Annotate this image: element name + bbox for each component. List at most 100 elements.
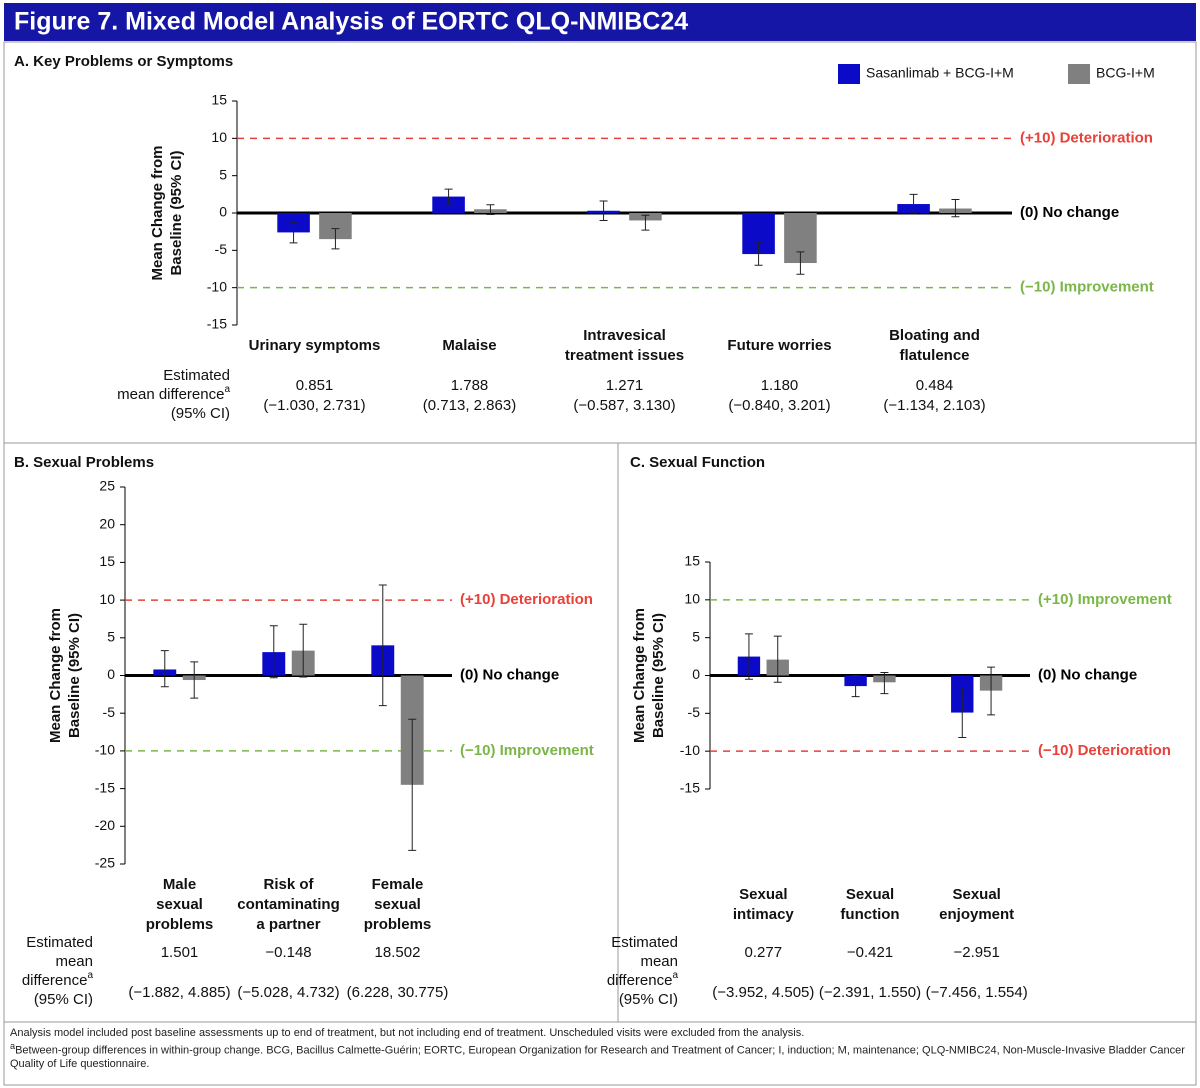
bar	[432, 196, 465, 213]
difference-label: Estimated	[611, 934, 678, 951]
difference-value: 0.484	[916, 377, 954, 394]
reference-label: (+10) Improvement	[1038, 591, 1172, 608]
category-label: Future worries	[727, 337, 831, 354]
footnote-text: Between-group differences in within-grou…	[10, 1044, 1185, 1070]
difference-label: mean	[55, 953, 93, 970]
difference-label-text: mean difference	[117, 386, 224, 403]
error-bar	[773, 635, 782, 683]
difference-value: 18.502	[375, 944, 421, 961]
category-label: Sexual	[952, 886, 1000, 903]
panel-title: C. Sexual Function	[630, 454, 765, 471]
y-tick-label: 10	[211, 129, 227, 145]
category-label: problems	[364, 916, 432, 933]
difference-label: mean differencea	[117, 384, 230, 403]
difference-label: (95% CI)	[34, 991, 93, 1008]
error-bar	[958, 687, 967, 739]
error-bar	[744, 633, 753, 680]
y-tick-label: -15	[95, 779, 115, 795]
y-tick-label: 0	[692, 666, 700, 682]
difference-value: −2.951	[954, 944, 1000, 961]
difference-label-text: difference	[22, 972, 88, 989]
error-bar	[599, 200, 608, 221]
footnotes: Analysis model included post baseline as…	[10, 1027, 1190, 1071]
difference-value: 0.851	[296, 377, 334, 394]
footnote-marker: a	[10, 1041, 16, 1051]
y-tick-label: 5	[107, 629, 115, 645]
reference-label: (+10) Deterioration	[1020, 129, 1153, 146]
y-axis-label: Baseline (95% CI)	[66, 613, 83, 738]
difference-ci: (−0.840, 3.201)	[728, 397, 830, 414]
panel-border	[3, 442, 619, 1023]
y-axis-label: Mean Change from	[631, 608, 648, 743]
title-bar	[4, 3, 1196, 41]
y-tick-label: 10	[99, 591, 115, 607]
y-tick-label: -5	[688, 704, 701, 720]
difference-ci: (−3.952, 4.505)	[712, 984, 814, 1001]
category-label: Sexual	[739, 886, 787, 903]
y-tick-label: -15	[680, 780, 700, 796]
category-label: enjoyment	[939, 906, 1014, 923]
category-label: sexual	[156, 896, 203, 913]
category-label: Female	[372, 876, 424, 893]
y-tick-label: -25	[95, 855, 115, 871]
y-axis-label: Mean Change from	[149, 145, 166, 280]
error-bar	[754, 242, 763, 266]
y-tick-label: -10	[95, 742, 115, 758]
error-bar	[486, 204, 495, 215]
difference-label: Estimated	[26, 934, 93, 951]
difference-label: mean	[640, 953, 678, 970]
figure-title: Figure 7. Mixed Model Analysis of EORTC …	[14, 8, 688, 36]
panel-title: A. Key Problems or Symptoms	[14, 53, 233, 70]
error-bar	[299, 623, 308, 678]
legend-swatch	[1068, 64, 1090, 84]
category-label: Risk of	[263, 876, 314, 893]
difference-ci: (−1.134, 2.103)	[883, 397, 985, 414]
category-label: treatment issues	[565, 347, 684, 364]
category-label: a partner	[256, 916, 320, 933]
legend-swatch	[838, 64, 860, 84]
y-tick-label: -10	[207, 278, 227, 294]
reference-label: (−10) Deterioration	[1038, 742, 1171, 759]
difference-value: 1.501	[161, 944, 199, 961]
category-label: Urinary symptoms	[249, 337, 381, 354]
panel-title: B. Sexual Problems	[14, 454, 154, 471]
y-tick-label: 20	[99, 515, 115, 531]
error-bar	[880, 671, 889, 695]
error-bar	[160, 650, 169, 688]
difference-ci: (−0.587, 3.130)	[573, 397, 675, 414]
category-label: problems	[146, 916, 214, 933]
error-bar	[444, 188, 453, 205]
y-tick-label: 15	[99, 553, 115, 569]
y-tick-label: 0	[219, 204, 227, 220]
reference-label: (−10) Improvement	[1020, 279, 1154, 296]
difference-ci: (6.228, 30.775)	[347, 984, 449, 1001]
difference-label: (95% CI)	[171, 405, 230, 422]
category-label: intimacy	[733, 906, 795, 923]
y-tick-label: -20	[95, 817, 115, 833]
y-tick-label: 15	[211, 92, 227, 108]
y-axis-label: Baseline (95% CI)	[650, 613, 667, 738]
difference-ci: (0.713, 2.863)	[423, 397, 516, 414]
error-bar	[289, 222, 298, 244]
footnote: Analysis model included post baseline as…	[10, 1027, 805, 1039]
category-label: Sexual	[846, 886, 894, 903]
difference-label-text: difference	[607, 972, 673, 989]
error-bar	[796, 251, 805, 275]
y-axis-label: Baseline (95% CI)	[168, 150, 185, 275]
category-label: contaminating	[237, 896, 340, 913]
y-axis-label: Mean Change from	[47, 608, 64, 743]
difference-value: 1.180	[761, 377, 799, 394]
category-label: Bloating and	[889, 327, 980, 344]
reference-label: (0) No change	[1038, 666, 1137, 683]
difference-value: 1.788	[451, 377, 489, 394]
category-label: sexual	[374, 896, 421, 913]
difference-value: −0.148	[265, 944, 311, 961]
difference-value: 0.277	[745, 944, 783, 961]
error-bar	[641, 214, 650, 231]
error-bar	[331, 228, 340, 250]
reference-label: (0) No change	[1020, 204, 1119, 221]
difference-label: Estimated	[163, 367, 230, 384]
superscript: a	[224, 384, 230, 395]
